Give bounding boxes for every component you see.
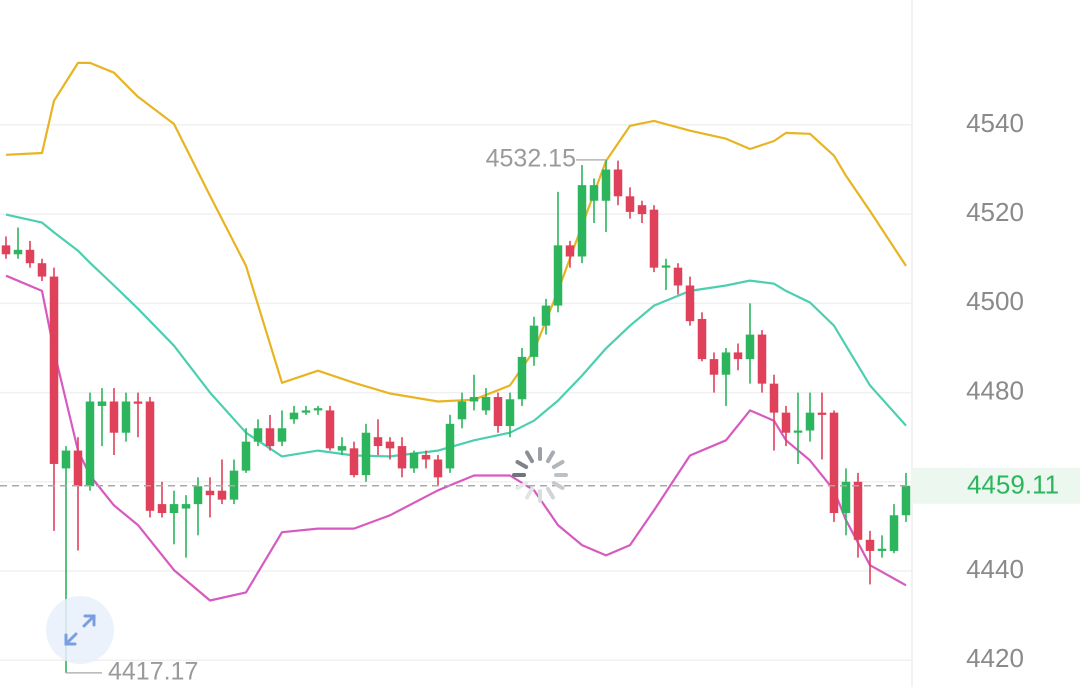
candle-body [469, 397, 479, 402]
candle-body [265, 428, 275, 447]
candle-body [349, 448, 359, 476]
candle-body [409, 452, 419, 469]
candle-body [85, 401, 95, 487]
candle-body [721, 352, 731, 375]
candle-body [73, 450, 83, 487]
candle-body [505, 399, 515, 427]
candle-body [541, 305, 551, 326]
y-tick-label: 4520 [966, 197, 1024, 227]
candle-body [841, 481, 851, 514]
candle-body [289, 412, 299, 420]
candle-body [625, 196, 635, 212]
candle-body [61, 450, 71, 469]
candle-body [565, 245, 575, 257]
candle-body [361, 432, 371, 476]
candle-body [253, 428, 263, 442]
labels: 44204440446044804500452045404532.154417.… [0, 108, 1080, 685]
candle-body [733, 352, 743, 360]
candle-body [853, 481, 863, 540]
candle-body [457, 401, 467, 420]
candle-body [493, 397, 503, 427]
candle-body [157, 504, 167, 514]
candle-body [673, 267, 683, 286]
candle-body [277, 428, 287, 442]
candle-body [637, 205, 647, 215]
bands [5, 61, 907, 602]
candle-body [805, 412, 815, 431]
expand-button[interactable] [46, 596, 114, 664]
candle-body [445, 423, 455, 469]
candle-body [877, 548, 887, 551]
candle-body [37, 263, 47, 277]
candle-body [697, 318, 707, 360]
candle-body [757, 334, 767, 384]
candle-body [301, 410, 311, 413]
candle-body [25, 249, 35, 264]
min-label: 4417.17 [108, 657, 198, 685]
candle-body [217, 490, 227, 500]
candle-body [337, 446, 347, 451]
candle-body [889, 515, 899, 551]
candle-body [865, 539, 875, 551]
candle-body [649, 209, 659, 268]
candle-body [553, 245, 563, 306]
y-tick-label: 4480 [966, 375, 1024, 405]
candle-body [97, 401, 107, 406]
candle-body [397, 446, 407, 469]
candles [1, 159, 911, 673]
candle-body [169, 504, 179, 514]
candle-body [901, 485, 911, 516]
candle-body [817, 412, 827, 415]
candle-body [517, 356, 527, 400]
candle-body [745, 334, 755, 360]
candle-body [481, 397, 491, 411]
max-label: 4532.15 [486, 145, 576, 173]
band-line [5, 274, 907, 602]
candle-body [421, 455, 431, 460]
candle-body [769, 383, 779, 413]
candle-body [109, 401, 119, 433]
loading-spinner [512, 447, 568, 503]
y-tick-label: 4500 [966, 286, 1024, 316]
candle-body [121, 401, 131, 433]
candle-body [181, 504, 191, 509]
band-line [5, 61, 907, 403]
candle-body [529, 325, 539, 357]
candle-body [685, 285, 695, 322]
candle-body [589, 185, 599, 201]
candle-body [193, 486, 203, 505]
candle-body [373, 437, 383, 447]
candle-body [49, 276, 59, 464]
current-price-box [913, 467, 1080, 504]
candle-body [433, 459, 443, 478]
y-tick-label: 4440 [966, 554, 1024, 584]
candle-body [385, 441, 395, 449]
candle-body [829, 412, 839, 514]
candle-body [709, 359, 719, 375]
y-tick-label: 4540 [966, 108, 1024, 138]
candle-body [1, 245, 11, 255]
candle-body [781, 412, 791, 433]
candle-body [313, 408, 323, 411]
candle-body [577, 185, 587, 257]
candle-body [205, 490, 215, 496]
candle-body [145, 401, 155, 511]
current-price-label: 4459.11 [967, 470, 1059, 500]
candle-body [13, 249, 23, 255]
candle-body [661, 265, 671, 268]
candle-body [241, 441, 251, 471]
candle-body [793, 430, 803, 433]
candle-body [325, 410, 335, 449]
candle-body [133, 401, 143, 404]
candle-body [601, 169, 611, 201]
y-tick-label: 4420 [966, 643, 1024, 673]
candle-body [613, 169, 623, 197]
